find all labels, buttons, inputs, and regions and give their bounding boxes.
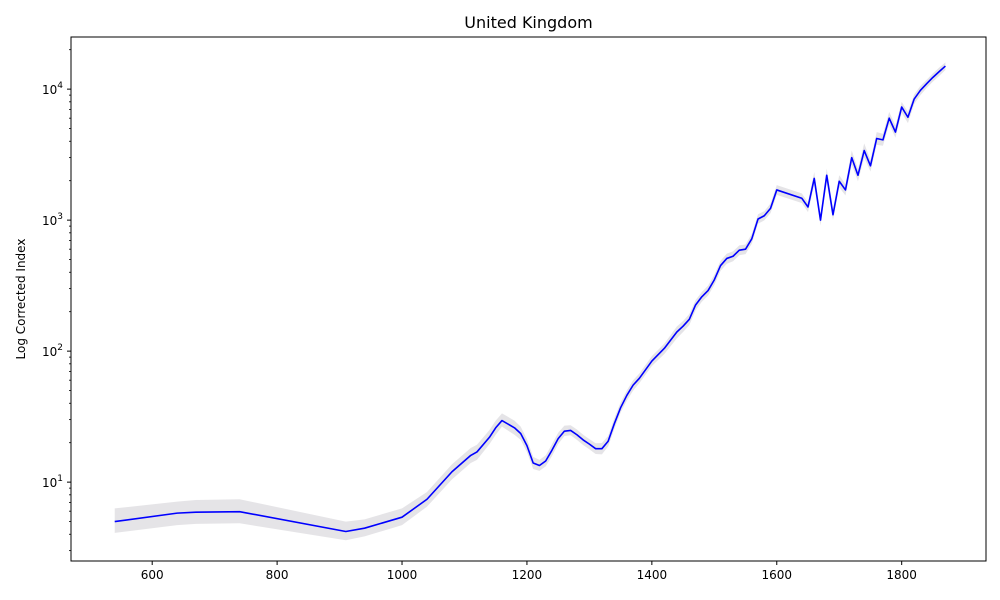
y-tick-label: 102 (42, 343, 63, 359)
confidence-band (114, 62, 946, 541)
x-tick-label: 1000 (387, 568, 418, 582)
x-tick-label: 800 (266, 568, 289, 582)
x-tick-label: 600 (141, 568, 164, 582)
series-0 (114, 62, 946, 541)
x-tick-label: 1800 (886, 568, 917, 582)
y-tick-label: 104 (42, 81, 63, 97)
axes: 600 800 1000 1200 1400 1600 1800 101 102 103 104 (42, 36, 987, 582)
y-tick-label: 103 (42, 212, 63, 228)
chart-title: United Kingdom (464, 13, 592, 32)
x-tick-label: 1200 (512, 568, 543, 582)
axes-frame (70, 36, 987, 562)
y-tick-label: 101 (42, 474, 63, 490)
x-tick-label: 1400 (637, 568, 668, 582)
series-line (114, 65, 946, 533)
x-tick-label: 1600 (761, 568, 792, 582)
plot-area (114, 62, 946, 541)
y-axis-label: Log Corrected Index (14, 239, 28, 360)
